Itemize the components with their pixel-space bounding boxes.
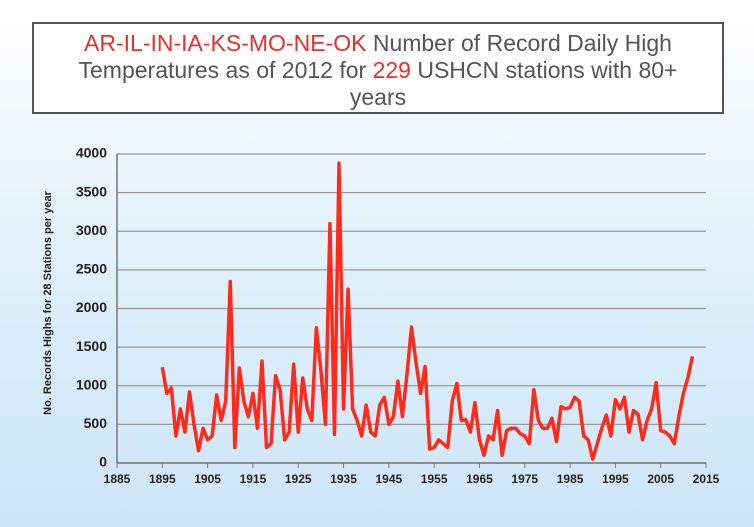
x-tick-label: 1905 (194, 472, 221, 486)
x-tick-label: 1915 (240, 472, 267, 486)
x-tick-label: 1925 (285, 472, 312, 486)
x-tick-label: 1885 (104, 472, 131, 486)
title-segment: Number of Record Daily High Temperatures… (78, 30, 672, 83)
x-tick-label: 1935 (330, 472, 357, 486)
x-tick-label: 1975 (511, 472, 538, 486)
y-axis-label: No. Records Highs for 28 Stations per ye… (42, 190, 54, 414)
x-tick-label: 1995 (602, 472, 629, 486)
x-tick-label: 1965 (466, 472, 493, 486)
y-tick-label: 3000 (76, 222, 107, 238)
chart-title: AR-IL-IN-IA-KS-MO-NE-OK Number of Record… (32, 22, 724, 114)
title-segment: 229 (372, 57, 411, 83)
title-segment: USHCN stations with 80+ years (349, 57, 678, 110)
y-tick-label: 1000 (76, 376, 107, 392)
y-tick-label: 1500 (76, 338, 107, 354)
y-tick-label: 2000 (76, 299, 107, 315)
x-tick-label: 1955 (421, 472, 448, 486)
x-tick-label: 1895 (149, 472, 176, 486)
y-tick-label: 0 (99, 454, 107, 470)
x-tick-label: 2015 (693, 472, 720, 486)
title-segment: AR-IL-IN-IA-KS-MO-NE-OK (84, 30, 367, 56)
y-tick-label: 4000 (76, 145, 107, 161)
y-tick-label: 3500 (76, 183, 107, 199)
data-line (160, 161, 695, 461)
y-tick-label: 500 (84, 415, 108, 431)
x-tick-label: 1945 (375, 472, 402, 486)
x-tick-label: 1985 (557, 472, 584, 486)
x-tick-label: 2005 (647, 472, 674, 486)
y-tick-label: 2500 (76, 261, 107, 277)
